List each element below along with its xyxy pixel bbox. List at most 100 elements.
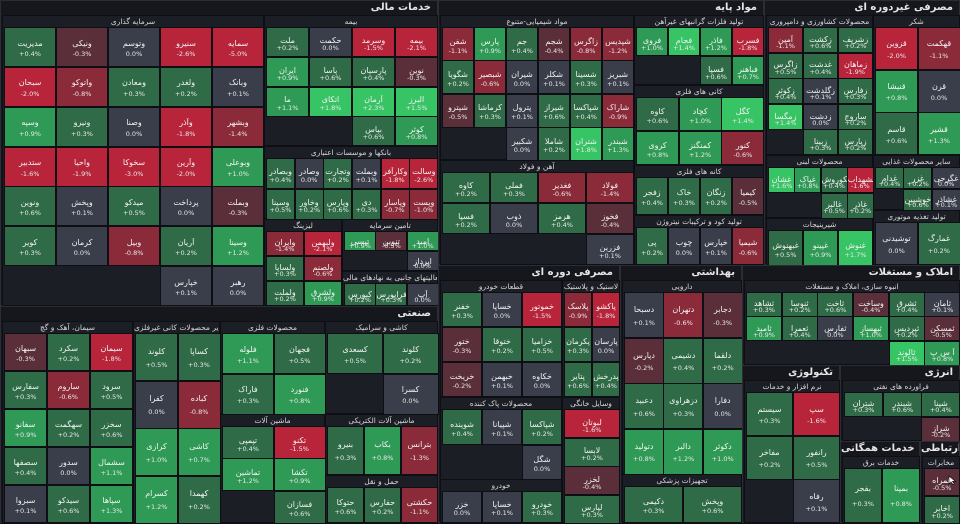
stock-tile[interactable]: خاک+0.3%: [668, 177, 700, 215]
stock-tile[interactable]: شبندر+1.3%: [602, 127, 634, 161]
stock-tile[interactable]: شیمیا-0.6%: [732, 227, 764, 265]
stock-tile[interactable]: وتجارت+0.2%: [323, 158, 352, 189]
stock-tile[interactable]: فاذر+1.2%: [700, 27, 732, 56]
stock-tile[interactable]: جم+0.4%: [506, 27, 538, 61]
stock-tile[interactable]: کویر+0.3%: [4, 226, 56, 266]
stock-tile[interactable]: کوثر+0.8%: [395, 116, 438, 146]
stock-tile[interactable]: سپ-1.6%: [793, 392, 840, 436]
stock-tile[interactable]: فسپا+0.6%: [700, 56, 732, 85]
stock-tile[interactable]: زمگسا+1.4%: [768, 104, 803, 130]
stock-tile[interactable]: آمین-1.1%: [768, 27, 803, 53]
stock-tile[interactable]: ثشرق+0.4%: [889, 292, 925, 317]
stock-tile[interactable]: خموتور-1.5%: [522, 292, 562, 327]
stock-tile[interactable]: وپست-1.0%: [409, 189, 438, 220]
stock-tile[interactable]: وپخش+0.1%: [56, 186, 108, 226]
stock-tile[interactable]: سخوکا-3.0%: [108, 147, 160, 187]
stock-tile[interactable]: فولاد-1.4%: [586, 172, 634, 203]
stock-tile[interactable]: وبوعلی+1.0%: [212, 147, 264, 187]
stock-tile[interactable]: دشیمی+0.4%: [663, 338, 703, 384]
stock-tile[interactable]: ولملت+0.2%: [266, 281, 304, 306]
stock-tile[interactable]: وسالت-2.6%: [409, 158, 438, 189]
stock-tile[interactable]: حکشتی-1.1%: [401, 487, 438, 523]
stock-tile[interactable]: پارس+0.9%: [474, 27, 506, 61]
stock-tile[interactable]: مدیریت+0.4%: [4, 27, 56, 67]
stock-tile[interactable]: شبندر+0.6%: [883, 392, 922, 417]
stock-tile[interactable]: دتولید+0.8%: [624, 429, 664, 475]
stock-tile[interactable]: فسرب-1.8%: [732, 27, 764, 56]
stock-tile[interactable]: وکارآفر-1.8%: [381, 158, 410, 189]
stock-tile[interactable]: وایران-1.4%: [266, 231, 304, 256]
stock-tile[interactable]: پاسا+0.6%: [309, 57, 352, 87]
stock-tile[interactable]: ولغدر+0.2%: [160, 67, 212, 107]
stock-tile[interactable]: زماهان-1.9%: [838, 53, 873, 79]
stock-tile[interactable]: ثنوسا+0.2%: [782, 292, 818, 317]
stock-tile[interactable]: آ س پ+0.8%: [924, 341, 960, 366]
stock-tile[interactable]: خریخت-0.2%: [442, 362, 482, 397]
stock-tile[interactable]: غشاذر+0.1%: [932, 189, 960, 211]
stock-tile[interactable]: تپسی+0.9%: [344, 231, 376, 251]
stock-tile[interactable]: خوشپین+0.6%: [903, 189, 932, 211]
stock-tile[interactable]: دی+0.3%: [352, 189, 381, 220]
stock-tile[interactable]: شپیانا+0.1%: [482, 409, 522, 445]
stock-tile[interactable]: خپارس+0.1%: [160, 266, 212, 306]
stock-tile[interactable]: سپاها+1.3%: [90, 485, 133, 523]
stock-tile[interactable]: زفجر+0.4%: [636, 177, 668, 215]
stock-tile[interactable]: شفن-1.1%: [442, 27, 474, 61]
stock-tile[interactable]: کسرام+1.2%: [135, 476, 178, 524]
stock-tile[interactable]: وبانک+0.1%: [212, 67, 264, 107]
stock-tile[interactable]: آرمان+2.3%: [352, 87, 395, 117]
stock-tile[interactable]: بفجر+0.3%: [844, 468, 882, 523]
stock-tile[interactable]: وسینا+1.2%: [212, 226, 264, 266]
stock-tile[interactable]: زگلدشت+0.1%: [803, 78, 838, 104]
stock-tile[interactable]: غنوش+1.7%: [838, 230, 873, 266]
stock-tile[interactable]: لخزر-0.4%: [564, 466, 620, 495]
stock-tile[interactable]: فزرین+0.1%: [586, 234, 634, 265]
stock-tile[interactable]: میدکو+0.5%: [108, 186, 160, 226]
stock-tile[interactable]: دعبید+0.6%: [624, 383, 664, 429]
stock-tile[interactable]: امید+1.0%: [407, 231, 439, 251]
stock-tile[interactable]: فلوله+1.1%: [222, 333, 274, 374]
stock-tile[interactable]: اتکای+1.8%: [309, 87, 352, 117]
stock-tile[interactable]: خساپا+0.1%: [482, 491, 522, 523]
stock-tile[interactable]: کساپا+0.3%: [178, 333, 221, 381]
stock-tile[interactable]: ومعادن+0.3%: [108, 67, 160, 107]
stock-tile[interactable]: شپاکسا+0.2%: [522, 409, 562, 445]
stock-tile[interactable]: رانفور+0.5%: [793, 436, 840, 480]
stock-tile[interactable]: مفاخر+0.2%: [746, 436, 793, 480]
stock-tile[interactable]: ثامان+0.1%: [924, 292, 960, 317]
stock-tile[interactable]: فباهنر+0.7%: [732, 56, 764, 85]
stock-tile[interactable]: ولشرق+0.9%: [304, 281, 342, 306]
stock-tile[interactable]: دزهراوی+0.3%: [663, 383, 703, 429]
stock-tile[interactable]: فاراک+0.3%: [222, 374, 274, 415]
stock-tile[interactable]: بیمه-2.1%: [395, 27, 438, 57]
stock-tile[interactable]: اخابر+0.2%: [924, 496, 960, 524]
stock-tile[interactable]: غزر+0.2%: [903, 167, 932, 189]
stock-tile[interactable]: شپاکسا+0.4%: [570, 94, 602, 128]
stock-tile[interactable]: خفنر+0.3%: [442, 292, 482, 327]
stock-tile[interactable]: قنیشا+0.8%: [875, 70, 918, 113]
stock-tile[interactable]: ولساپا+0.3%: [266, 256, 304, 281]
stock-tile[interactable]: تنوین-0.5%: [375, 231, 407, 251]
stock-tile[interactable]: شبصیر-0.6%: [474, 60, 506, 94]
stock-tile[interactable]: سفارس+0.3%: [4, 371, 47, 409]
stock-tile[interactable]: ختور-0.3%: [442, 327, 482, 362]
stock-tile[interactable]: وخاور+0.2%: [295, 189, 324, 220]
stock-tile[interactable]: شکلر+0.1%: [538, 60, 570, 94]
stock-tile[interactable]: فروی+1.0%: [636, 27, 668, 56]
stock-tile[interactable]: سخزر+0.6%: [90, 409, 133, 447]
stock-tile[interactable]: قاسم+0.6%: [875, 112, 918, 155]
stock-tile[interactable]: شپترو-0.5%: [442, 94, 474, 128]
stock-tile[interactable]: ثمسکن-0.5%: [924, 316, 960, 341]
stock-tile[interactable]: کباده-0.8%: [178, 381, 221, 429]
stock-tile[interactable]: بمپنا+0.8%: [882, 468, 920, 523]
stock-tile[interactable]: ثپردیس+0.2%: [889, 316, 925, 341]
